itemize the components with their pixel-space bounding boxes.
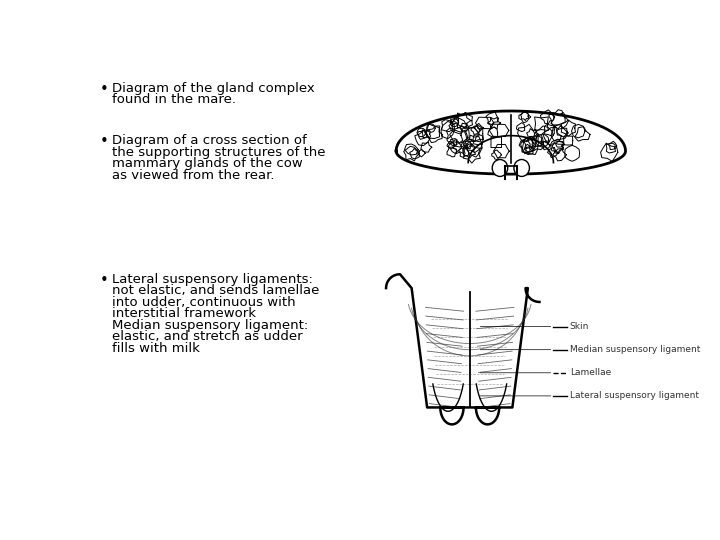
Text: Median suspensory ligament:: Median suspensory ligament: xyxy=(112,319,308,332)
Ellipse shape xyxy=(514,159,529,177)
Text: Median suspensory ligament: Median suspensory ligament xyxy=(570,345,700,354)
Text: Diagram of a cross section of: Diagram of a cross section of xyxy=(112,134,307,147)
Text: interstitial framework: interstitial framework xyxy=(112,307,256,320)
Ellipse shape xyxy=(492,159,508,177)
Text: as viewed from the rear.: as viewed from the rear. xyxy=(112,168,274,182)
Text: mammary glands of the cow: mammary glands of the cow xyxy=(112,157,302,170)
Text: •: • xyxy=(99,273,108,288)
Text: Diagram of the gland complex: Diagram of the gland complex xyxy=(112,82,315,94)
Text: fills with milk: fills with milk xyxy=(112,342,199,355)
Text: •: • xyxy=(99,82,108,97)
Text: into udder, continuous with: into udder, continuous with xyxy=(112,296,295,309)
Text: Skin: Skin xyxy=(570,322,589,331)
Polygon shape xyxy=(386,274,539,424)
Text: •: • xyxy=(99,134,108,149)
Text: Lateral suspensory ligament: Lateral suspensory ligament xyxy=(570,392,698,400)
Text: the supporting structures of the: the supporting structures of the xyxy=(112,146,325,159)
Text: Lamellae: Lamellae xyxy=(570,368,611,377)
Text: found in the mare.: found in the mare. xyxy=(112,93,235,106)
Text: not elastic, and sends lamellae: not elastic, and sends lamellae xyxy=(112,284,319,297)
Text: Lateral suspensory ligaments:: Lateral suspensory ligaments: xyxy=(112,273,312,286)
Polygon shape xyxy=(396,111,626,174)
Text: elastic, and stretch as udder: elastic, and stretch as udder xyxy=(112,330,302,343)
